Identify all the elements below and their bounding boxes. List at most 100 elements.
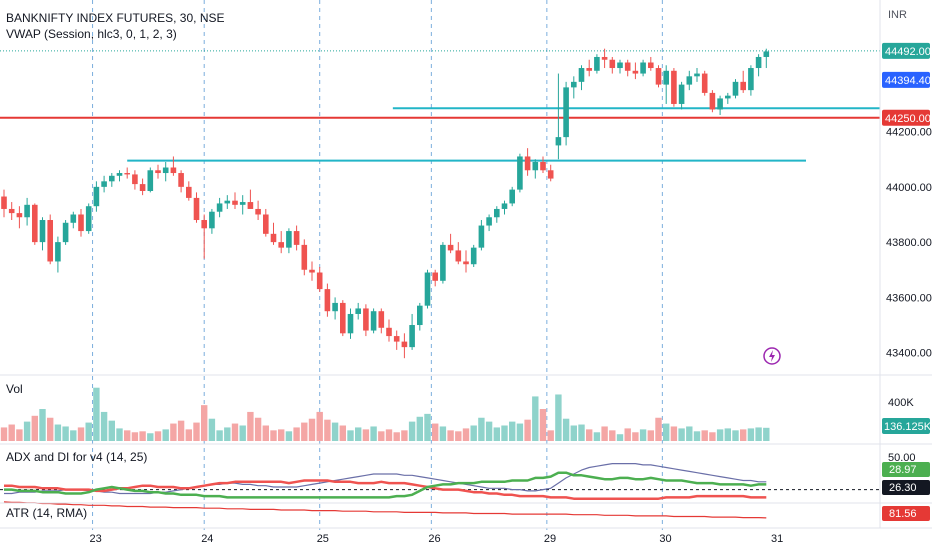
candle-body-87	[671, 70, 677, 104]
volume-bar-62	[478, 417, 485, 441]
candle-body-8	[62, 222, 69, 243]
volume-bar-96	[740, 429, 747, 441]
candle-body-2	[16, 213, 23, 218]
volume-bar-67	[516, 423, 524, 441]
di-plus-line	[4, 471, 767, 499]
candle-body-67	[517, 156, 523, 190]
vwap-legend: VWAP (Session, hlc3, 0, 1, 2, 3)	[6, 27, 177, 41]
volume-bar-31	[239, 425, 246, 441]
candle-body-73	[563, 87, 569, 138]
volume-bar-36	[278, 429, 285, 441]
last-price-badge-bg	[882, 42, 930, 59]
candle-body-51	[393, 336, 400, 342]
volume-bar-94	[724, 428, 731, 441]
atr-badge-bg	[882, 506, 930, 521]
vwap-badge: 44394.40	[885, 75, 931, 87]
di-minus-badge-bg	[882, 480, 930, 495]
candle-body-93	[717, 98, 723, 110]
candle-body-32	[247, 202, 254, 209]
candle-body-36	[278, 242, 284, 248]
volume-bar-16	[124, 430, 131, 441]
volume-bar-13	[100, 411, 108, 441]
di-plus-badge: 28.97	[889, 464, 917, 476]
candle-body-56	[432, 272, 438, 281]
candle-body-3	[24, 204, 30, 218]
price-tick-label: 43600.00	[886, 292, 932, 304]
volume-bar-55	[424, 413, 431, 441]
volume-bar-84	[647, 430, 654, 441]
candle-body-42	[324, 289, 331, 312]
volume-bar-34	[262, 425, 269, 441]
volume-bar-73	[562, 418, 570, 441]
volume-bar-40	[308, 418, 316, 441]
candle-body-78	[601, 56, 608, 60]
volume-bar-27	[208, 418, 216, 441]
volume-bar-38	[293, 427, 300, 441]
volume-bar-3	[23, 421, 31, 441]
volume-bar-60	[462, 428, 470, 441]
volume-bar-88	[678, 428, 685, 441]
candle-body-61	[470, 247, 477, 265]
volume-bar-61	[470, 425, 477, 441]
volume-bar-57	[439, 426, 447, 441]
candle-body-80	[617, 62, 623, 69]
vwap-badge-bg	[882, 71, 930, 88]
volume-bar-52	[401, 430, 408, 441]
atr-pane-line	[3, 501, 767, 519]
volume-bar-18	[139, 431, 146, 441]
volume-bar-53	[408, 421, 416, 441]
candle-body-33	[255, 208, 261, 215]
candle-body-15	[116, 173, 123, 176]
candle-body-43	[332, 302, 338, 312]
candle-body-54	[417, 305, 423, 326]
volume-bar-9	[70, 430, 77, 441]
candle-body-5	[39, 220, 46, 243]
volume-bar-72	[555, 394, 562, 441]
volume-bar-63	[485, 421, 493, 441]
volume-bar-81	[624, 428, 631, 441]
candle-body-52	[401, 341, 408, 348]
candle-body-74	[571, 81, 577, 88]
candle-body-59	[455, 250, 462, 262]
candle-body-89	[686, 76, 693, 85]
candle-body-44	[340, 302, 346, 334]
candle-body-24	[186, 186, 192, 198]
candle-body-16	[124, 173, 130, 175]
candle-body-27	[209, 211, 215, 229]
candle-body-28	[216, 203, 223, 212]
candle-body-38	[293, 231, 300, 245]
candle-body-69	[532, 161, 539, 171]
candle-body-49	[378, 311, 385, 328]
volume-bar-49	[378, 431, 385, 441]
volume-bar-47	[362, 429, 370, 441]
time-label-31: 31	[771, 533, 783, 545]
candle-body-21	[162, 167, 169, 174]
volume-bar-70	[539, 409, 547, 441]
volume-bar-79	[609, 430, 616, 441]
candle-body-17	[132, 174, 138, 185]
volume-bar-0	[0, 427, 8, 441]
time-label-24: 24	[201, 533, 213, 545]
candle-body-18	[139, 184, 146, 191]
volume-bar-87	[670, 426, 678, 441]
volume-bar-77	[593, 432, 601, 441]
volume-bar-95	[732, 430, 739, 441]
volume-bar-68	[524, 419, 531, 441]
candle-body-37	[286, 231, 292, 248]
candle-body-23	[178, 173, 184, 187]
adx-line	[4, 463, 767, 495]
volume-series	[0, 387, 770, 441]
session-gridlines	[92, 0, 663, 530]
volume-bar-25	[193, 422, 200, 441]
volume-bar-71	[547, 430, 554, 441]
currency-label: INR	[888, 9, 907, 21]
candle-body-95	[732, 81, 739, 96]
lightning-icon[interactable]	[763, 347, 781, 365]
candle-body-14	[109, 175, 115, 182]
volume-bar-44	[339, 425, 346, 441]
volume-bar-41	[316, 411, 323, 441]
volume-bar-78	[601, 426, 608, 441]
volume-bar-51	[393, 432, 400, 441]
candle-body-91	[701, 73, 708, 93]
candle-body-79	[609, 59, 616, 69]
